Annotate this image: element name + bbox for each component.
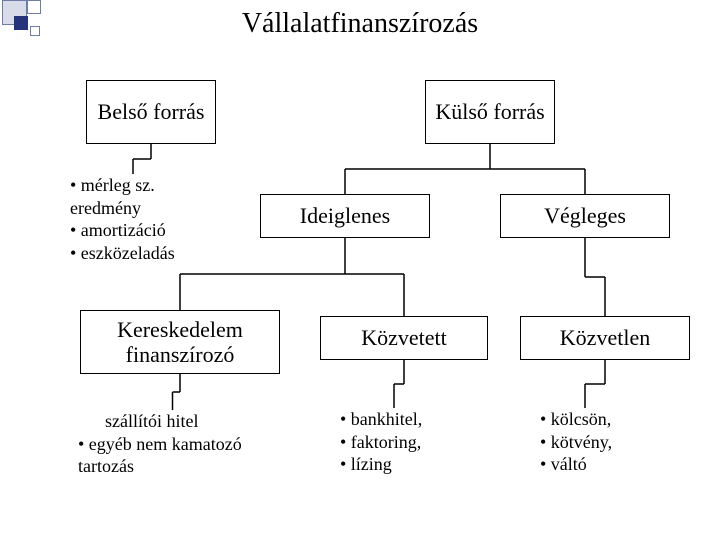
node-kulso: Külső forrás <box>425 80 555 144</box>
node-vegleges: Végleges <box>500 194 670 238</box>
node-keresk: Kereskedelem finanszírozó <box>80 310 280 374</box>
node-kozvetett_l: • bankhitel, • faktoring, • lízing <box>340 408 422 476</box>
node-szallitoi: szállítói hitel • egyéb nem kamatozó tar… <box>78 410 242 478</box>
node-belso: Belső forrás <box>86 80 216 144</box>
page-title: Vállalatfinanszírozás <box>0 8 720 40</box>
node-belso_list: • mérleg sz. eredmény • amortizáció • es… <box>70 174 175 264</box>
node-kozvetlen: Közvetlen <box>520 316 690 360</box>
node-ideiglenes: Ideiglenes <box>260 194 430 238</box>
node-kozvetlen_l: • kölcsön, • kötvény, • váltó <box>540 408 612 476</box>
node-kozvetett: Közvetett <box>320 316 488 360</box>
